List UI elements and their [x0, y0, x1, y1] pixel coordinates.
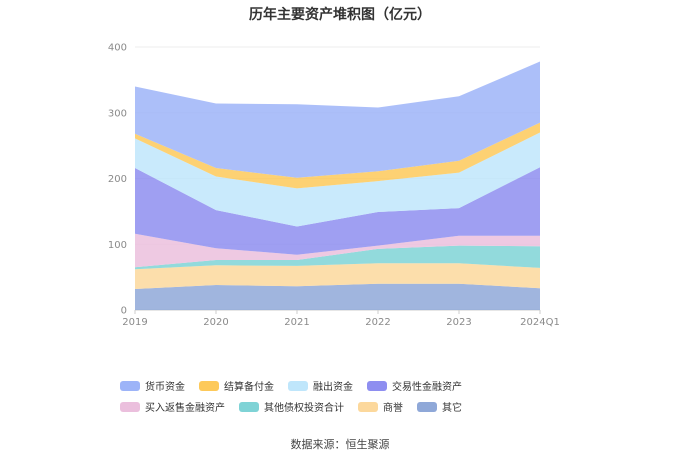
legend-item[interactable]: 结算备付金 — [199, 378, 274, 393]
y-tick-label: 300 — [108, 108, 127, 119]
y-tick-label: 200 — [108, 174, 127, 185]
area-结算备付金 — [135, 122, 540, 189]
legend-swatch — [288, 380, 308, 391]
legend: 货币资金 结算备付金 融出资金 交易性金融资产买入返售金融资产 其他债权投资合计 商誉 其它 — [120, 378, 580, 414]
legend-swatch — [417, 401, 437, 412]
y-tick-label: 0 — [121, 306, 127, 317]
legend-label: 买入返售金融资产 — [145, 403, 225, 414]
legend-label: 交易性金融资产 — [392, 382, 462, 393]
x-tick-label: 2020 — [203, 317, 228, 328]
y-axis: 0 100 200 300 400 — [108, 43, 127, 317]
x-axis: 2019 2020 2021 2022 2023 2024Q1 — [122, 310, 560, 328]
source-note: 数据来源：恒生聚源 — [290, 438, 390, 451]
area-series — [135, 61, 540, 310]
legend-item[interactable]: 商誉 — [358, 399, 403, 414]
legend-item[interactable]: 融出资金 — [288, 378, 353, 393]
area-货币资金 — [135, 61, 540, 178]
area-交易性金融资产 — [135, 167, 540, 255]
x-tick-label: 2024Q1 — [520, 317, 560, 328]
legend-item[interactable]: 货币资金 — [120, 378, 185, 393]
legend-label: 其它 — [442, 403, 462, 414]
legend-swatch — [199, 380, 219, 391]
legend-label: 融出资金 — [313, 382, 353, 393]
legend-label: 其他债权投资合计 — [264, 403, 344, 414]
legend-label: 结算备付金 — [224, 382, 274, 393]
legend-item[interactable]: 买入返售金融资产 — [120, 399, 225, 414]
chart-title: 历年主要资产堆积图（亿元） — [249, 7, 431, 23]
area-融出资金 — [135, 132, 540, 227]
legend-label: 货币资金 — [145, 382, 185, 393]
legend-swatch — [120, 380, 140, 391]
area-买入返售金融资产 — [135, 233, 540, 268]
x-tick-label: 2023 — [446, 317, 471, 328]
legend-item[interactable]: 其它 — [417, 399, 462, 414]
area-商誉 — [135, 263, 540, 289]
legend-swatch — [367, 380, 387, 391]
legend-swatch — [239, 401, 259, 412]
y-tick-label: 400 — [108, 43, 127, 54]
legend-item[interactable]: 其他债权投资合计 — [239, 399, 344, 414]
stacked-area-chart: 2019 2020 2021 2022 2023 2024Q1 0 100 200 300 400 — [108, 43, 560, 329]
y-tick-label: 100 — [108, 240, 127, 251]
x-tick-label: 2021 — [284, 317, 309, 328]
legend-item[interactable]: 交易性金融资产 — [367, 378, 462, 393]
legend-swatch — [358, 401, 378, 412]
area-其他债权投资合计 — [135, 245, 540, 270]
x-tick-label: 2022 — [365, 317, 390, 328]
legend-swatch — [120, 401, 140, 412]
area-其它 — [135, 283, 540, 310]
x-tick-label: 2019 — [122, 317, 147, 328]
legend-label: 商誉 — [383, 403, 403, 414]
